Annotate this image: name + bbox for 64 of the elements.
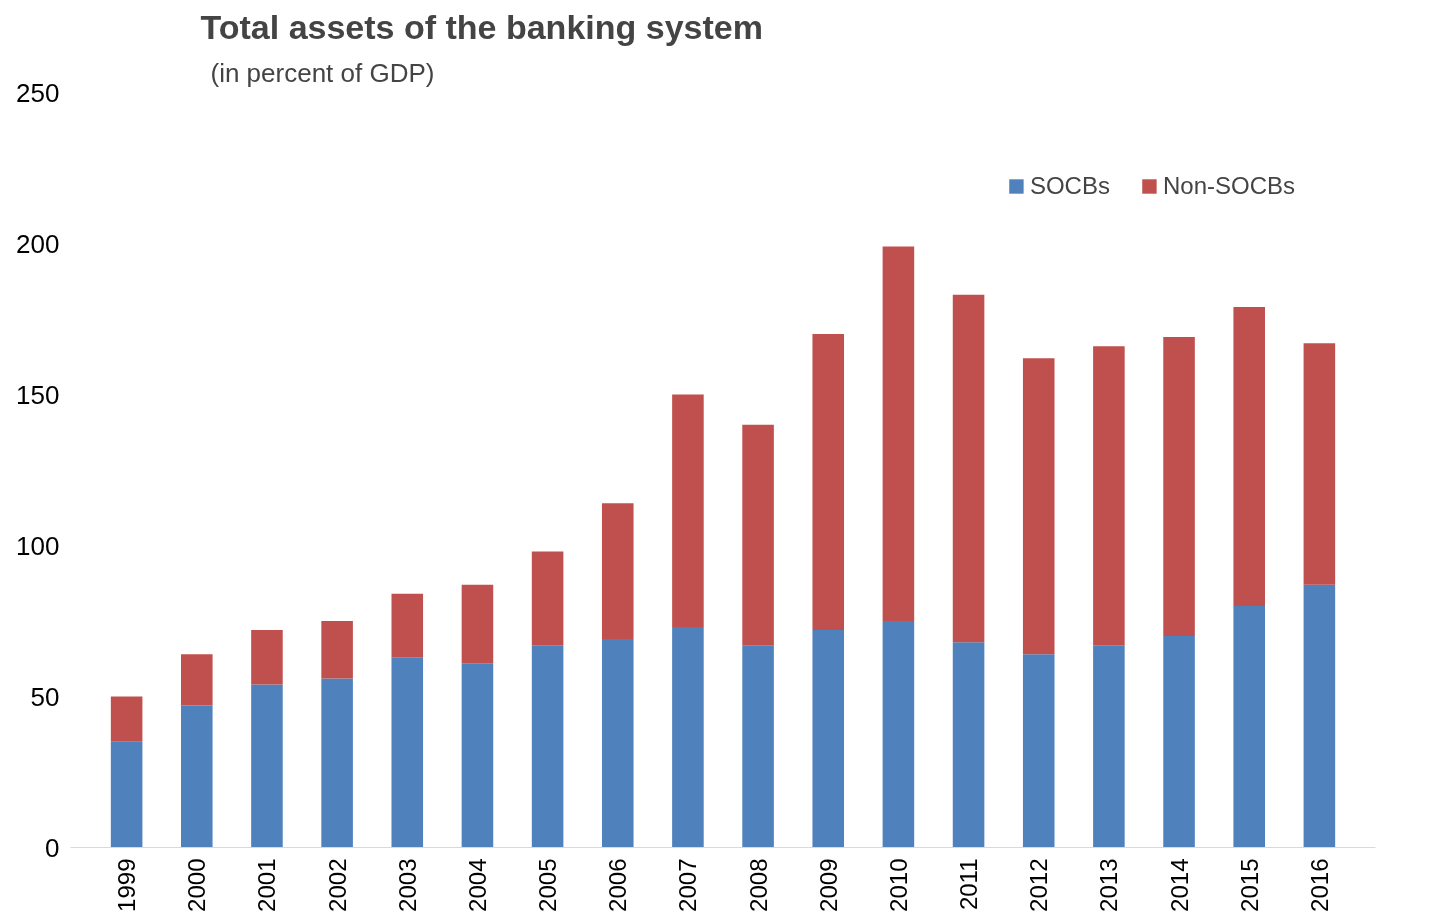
bar [321, 621, 353, 679]
bar [672, 627, 704, 848]
bar [1093, 346, 1125, 646]
bar [181, 705, 213, 848]
bar [181, 654, 213, 706]
x-tick-label: 2014 [1165, 858, 1193, 912]
bar [812, 630, 845, 848]
y-tick-label: 200 [16, 228, 60, 259]
x-tick-label: 2009 [814, 858, 842, 912]
x-tick-label: 2010 [884, 858, 912, 912]
bar [742, 645, 774, 848]
bar [1233, 306, 1265, 606]
bar [531, 551, 564, 646]
bar [531, 645, 564, 848]
bar [882, 621, 915, 848]
x-tick-label: 2008 [744, 858, 772, 912]
x-tick-label: 2000 [183, 858, 211, 912]
y-tick-label: 50 [30, 681, 60, 712]
y-tick-label: 150 [16, 379, 60, 410]
y-tick-label: 0 [45, 832, 60, 863]
bar [110, 741, 143, 848]
bar [391, 593, 424, 658]
chart-subtitle: (in percent of GDP) [210, 57, 435, 88]
bar [461, 584, 494, 664]
bar [601, 503, 634, 640]
x-tick-label: 2015 [1235, 858, 1263, 912]
bar [742, 424, 774, 646]
x-tick-label: 2004 [463, 858, 491, 912]
x-tick-label: 2012 [1025, 858, 1053, 912]
bar [952, 642, 985, 848]
bar [1022, 654, 1055, 848]
x-tick-label: 2011 [955, 858, 983, 911]
bar [110, 696, 143, 742]
x-tick-label: 2006 [604, 858, 632, 912]
bar [391, 657, 424, 848]
x-tick-label: 2016 [1305, 858, 1333, 912]
bar [1163, 636, 1195, 848]
bar [251, 630, 283, 685]
x-tick-label: 2007 [674, 858, 702, 912]
chart-title: Total assets of the banking system [200, 7, 763, 46]
bar [601, 639, 634, 848]
bar [1303, 343, 1336, 585]
bar [1093, 645, 1125, 848]
x-tick-label: 2005 [534, 858, 562, 912]
y-tick-label: 250 [16, 77, 60, 108]
x-tick-label: 2013 [1095, 858, 1123, 912]
bar [1233, 605, 1265, 848]
x-tick-label: 2002 [323, 858, 351, 912]
bar [812, 334, 845, 631]
bar [952, 294, 985, 643]
bar [1022, 358, 1055, 655]
y-tick-label: 100 [16, 530, 60, 561]
legend-label: SOCBs [1029, 172, 1110, 200]
bar [251, 684, 283, 848]
legend-label: Non-SOCBs [1162, 172, 1295, 200]
bar [461, 663, 494, 848]
bar [672, 394, 704, 628]
bar [321, 678, 353, 848]
bar [1303, 584, 1336, 848]
x-tick-label: 1999 [113, 858, 141, 912]
bar [1163, 337, 1195, 637]
bar [882, 246, 915, 621]
x-tick-label: 2003 [393, 858, 421, 912]
x-tick-label: 2001 [253, 858, 281, 912]
